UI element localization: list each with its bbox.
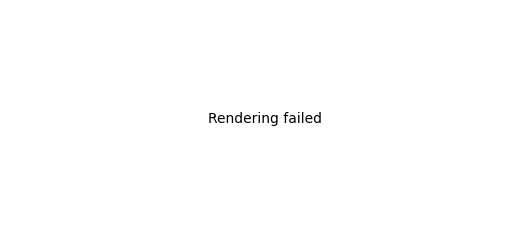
Text: Rendering failed: Rendering failed	[208, 112, 322, 126]
